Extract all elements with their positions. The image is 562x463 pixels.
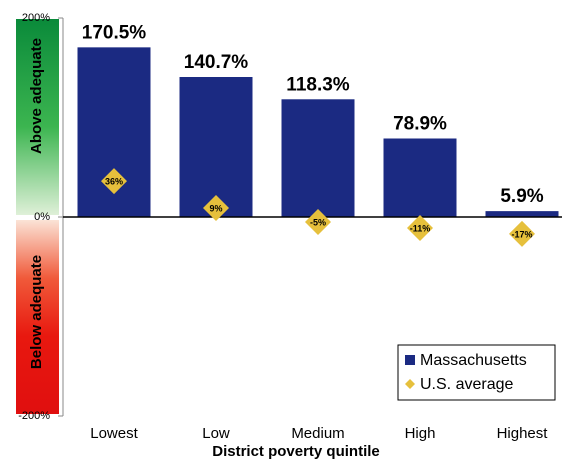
band-label: Above adequate (28, 38, 45, 154)
x-tick-label: Low (202, 425, 230, 442)
below-band (16, 220, 59, 414)
legend-swatch (405, 355, 415, 365)
band-label: Below adequate (28, 255, 45, 369)
y-tick-label: 200% (22, 12, 50, 24)
bar-value-label: 118.3% (286, 74, 349, 95)
marker-value-label: -11% (410, 223, 431, 233)
bar-value-label: 170.5% (82, 22, 147, 43)
bar (383, 138, 457, 217)
x-tick-label: Medium (291, 425, 344, 442)
marker-value-label: -5% (310, 217, 326, 227)
bar (281, 99, 355, 217)
y-tick-label: 0% (34, 211, 50, 223)
legend-swatch (405, 379, 415, 389)
diamond-marker (509, 220, 535, 247)
bar (485, 211, 559, 217)
diamond-marker (407, 214, 433, 241)
legend-box (397, 344, 556, 401)
above-band (16, 19, 59, 215)
legend-label: U.S. average (420, 376, 513, 393)
legend-label: Massachusetts (420, 352, 527, 369)
x-tick-label: High (405, 425, 436, 442)
diamond-marker (203, 195, 229, 222)
diamond-marker (101, 168, 127, 195)
x-tick-label: Highest (497, 425, 549, 442)
bar-value-label: 140.7% (184, 52, 249, 73)
diamond-marker (305, 208, 331, 235)
marker-value-label: 9% (209, 203, 222, 213)
legend: Massachusetts U.S. average (397, 344, 556, 401)
bar-value-label: 78.9% (393, 114, 447, 135)
y-tick-label: -200% (18, 410, 50, 422)
x-axis-title: District poverty quintile (212, 443, 380, 460)
marker-value-label: 36% (105, 177, 123, 187)
bar-value-label: 5.9% (500, 186, 543, 207)
marker-value-label: -17% (511, 229, 532, 239)
x-tick-label: Lowest (90, 425, 138, 442)
bar (179, 77, 253, 217)
